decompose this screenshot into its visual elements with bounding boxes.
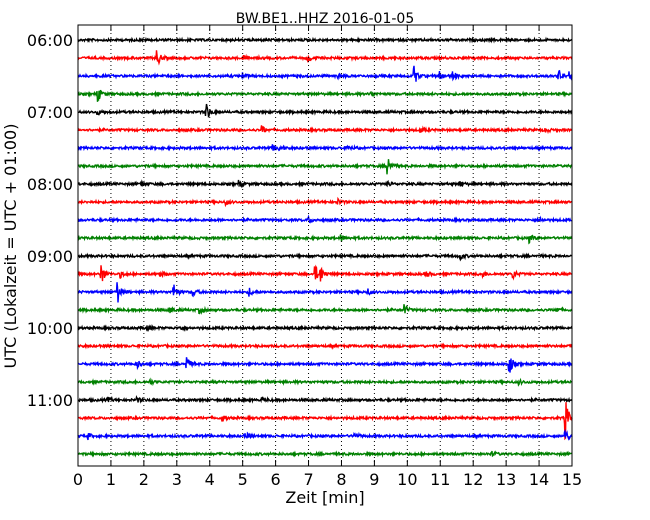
x-tick-label: 11: [430, 470, 450, 489]
trace-1100: [77, 394, 573, 404]
plot-frame: [77, 24, 573, 467]
trace-1030: [77, 357, 573, 373]
trace-0815: [77, 196, 573, 208]
trace-0845: [77, 234, 573, 245]
trace-0800: [77, 179, 573, 189]
trace-0730: [77, 143, 573, 152]
trace-0900: [77, 252, 573, 262]
x-ticks: 0 1 2 3 4 5 6 7 8 9 10 11 12 13 14 15: [73, 25, 582, 489]
y-tick-label: 08:00: [27, 175, 73, 194]
trace-0930: [77, 282, 573, 303]
x-axis-label: Zeit [min]: [285, 488, 364, 507]
traces-layer: [77, 36, 573, 458]
x-tick-label: 5: [238, 470, 248, 489]
trace-0645: [77, 89, 573, 102]
x-tick-label: 14: [529, 470, 549, 489]
trace-0830: [77, 214, 573, 224]
y-axis-label: UTC (Lokalzeit = UTC + 01:00): [1, 124, 20, 369]
x-tick-label: 6: [271, 470, 281, 489]
y-tick-label: 11:00: [27, 391, 73, 410]
y-tick-label: 06:00: [27, 31, 73, 50]
x-tick-label: 8: [336, 470, 346, 489]
trace-1000: [77, 324, 573, 332]
trace-0715: [77, 125, 573, 135]
x-tick-label: 3: [172, 470, 182, 489]
x-tick-label: 0: [73, 470, 83, 489]
x-tick-label: 4: [205, 470, 215, 489]
x-tick-label: 7: [303, 470, 313, 489]
x-tick-label: 10: [397, 470, 417, 489]
trace-0745: [77, 159, 573, 175]
x-tick-label: 1: [106, 470, 116, 489]
trace-1015: [77, 342, 573, 350]
y-tick-label: 09:00: [27, 247, 73, 266]
x-tick-label: 2: [139, 470, 149, 489]
y-tick-label: 10:00: [27, 319, 73, 338]
trace-0700: [77, 103, 573, 118]
y-ticks: 06:00 07:00 08:00 09:00 10:00 11:00: [27, 31, 84, 410]
trace-0630: [77, 65, 573, 82]
trace-1045: [77, 377, 573, 387]
trace-0915: [77, 264, 573, 282]
y-tick-label: 07:00: [27, 103, 73, 122]
x-tick-label: 9: [369, 470, 379, 489]
trace-1130: [77, 428, 573, 441]
chart-title: BW.BE1..HHZ 2016-01-05: [236, 11, 415, 27]
grid-layer: [110, 25, 540, 466]
trace-1145: [77, 450, 573, 458]
trace-0615: [77, 50, 573, 66]
trace-1115: [77, 402, 573, 441]
x-tick-label: 15: [562, 470, 582, 489]
trace-0600: [77, 36, 573, 44]
trace-0945: [77, 304, 573, 315]
x-tick-label: 12: [463, 470, 483, 489]
x-tick-label: 13: [496, 470, 516, 489]
